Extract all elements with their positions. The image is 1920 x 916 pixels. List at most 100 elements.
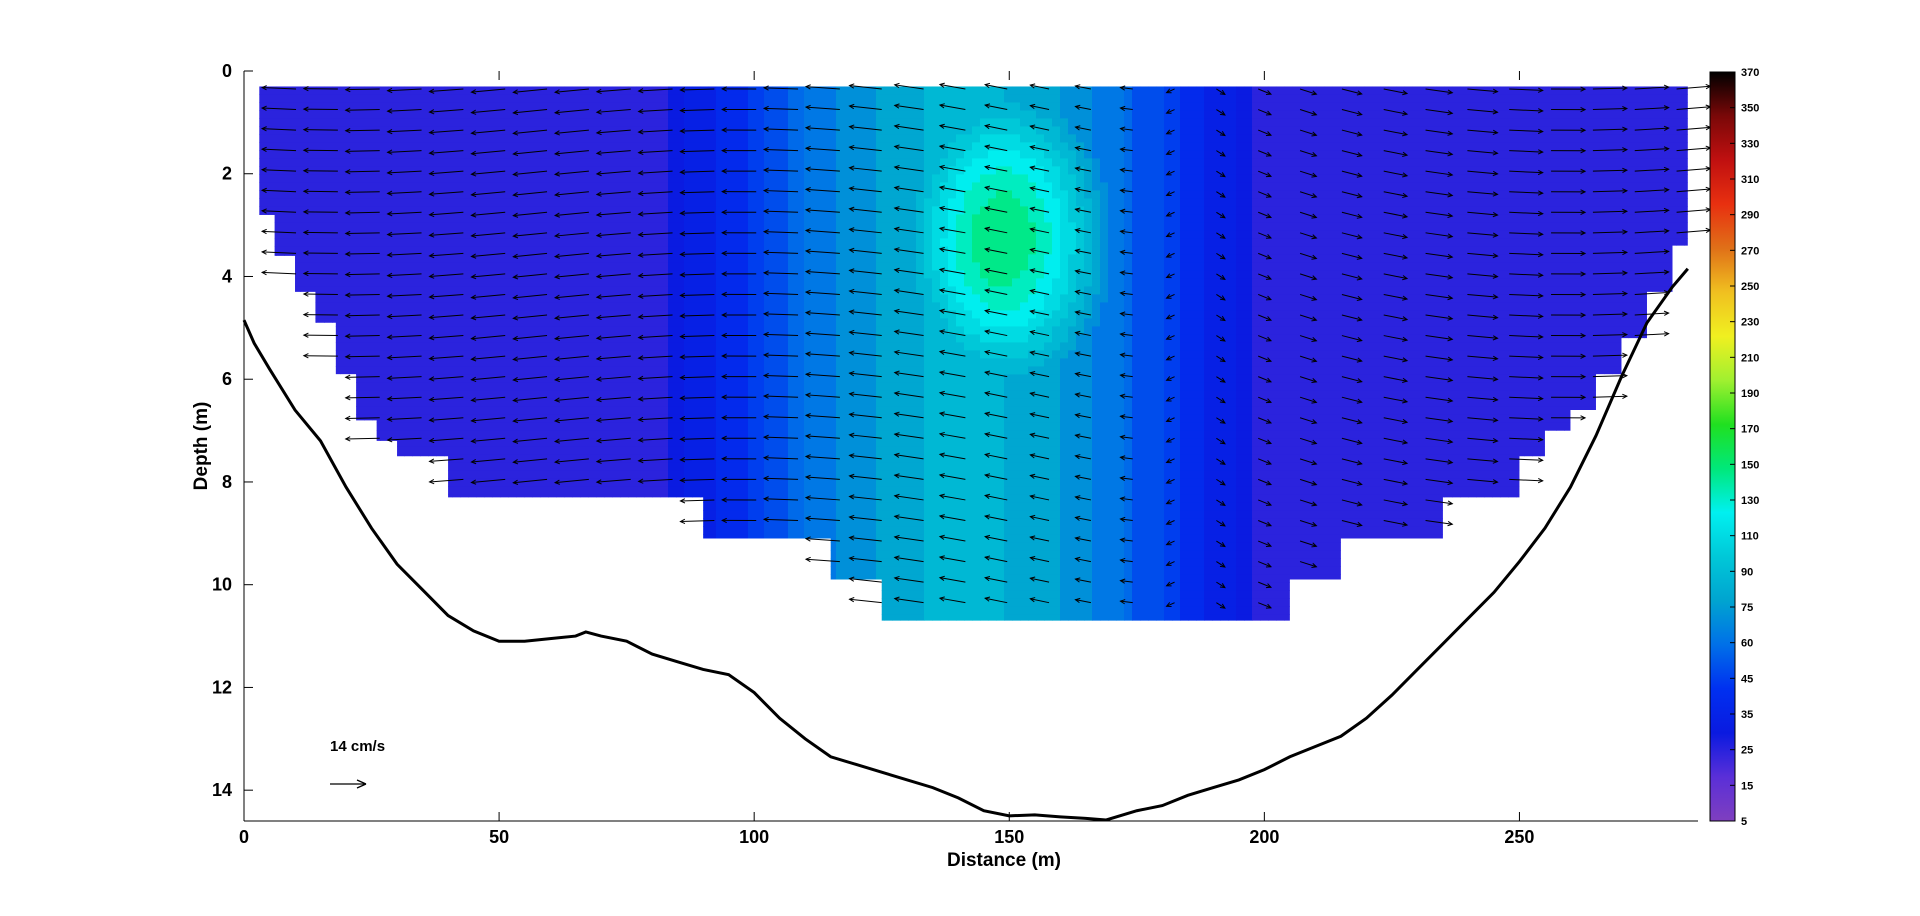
field-cell [532, 454, 541, 463]
field-cell [468, 150, 477, 159]
field-cell [444, 462, 453, 471]
field-cell [596, 286, 605, 295]
field-cell [804, 486, 813, 495]
field-cell [548, 414, 557, 423]
field-cell [548, 518, 557, 527]
field-cell [308, 614, 317, 621]
field-cell [340, 302, 349, 311]
field-cell [476, 366, 485, 375]
field-cell [428, 430, 437, 439]
field-cell [628, 230, 637, 239]
field-cell [724, 502, 733, 511]
field-cell [780, 326, 789, 335]
field-cell [780, 502, 789, 511]
field-cell [628, 446, 637, 455]
field-cell [396, 326, 405, 335]
field-cell [292, 118, 301, 127]
field-cell [460, 174, 469, 183]
field-cell [500, 142, 509, 151]
field-cell [508, 358, 517, 367]
field-cell [620, 622, 629, 631]
field-cell [500, 414, 509, 423]
field-cell [548, 494, 557, 503]
field-cell [700, 182, 709, 191]
field-cell [556, 166, 565, 175]
field-cell [300, 614, 309, 621]
field-cell [804, 566, 813, 575]
field-cell [660, 390, 669, 399]
field-cell [404, 350, 413, 359]
field-cell [300, 358, 309, 367]
field-cell [412, 534, 421, 543]
field-cell [588, 134, 597, 143]
field-cell [428, 318, 437, 327]
field-cell [772, 342, 781, 351]
field-cell [284, 622, 293, 631]
field-cell [524, 574, 533, 583]
field-cell [532, 582, 541, 591]
field-cell [596, 310, 605, 319]
field-cell [460, 598, 469, 607]
field-cell [300, 86, 309, 95]
field-cell [604, 126, 613, 135]
field-cell [452, 358, 461, 367]
field-cell [404, 454, 413, 463]
field-cell [356, 174, 365, 183]
field-cell [652, 238, 661, 247]
field-cell [380, 334, 389, 343]
field-cell [244, 174, 253, 183]
field-cell [812, 222, 821, 231]
field-cell [276, 326, 285, 335]
field-cell [300, 102, 309, 111]
field-cell [676, 86, 685, 95]
field-cell [444, 518, 453, 527]
field-cell [252, 214, 261, 223]
field-cell [820, 302, 829, 311]
field-cell [300, 238, 309, 247]
field-cell [292, 174, 301, 183]
field-cell [316, 390, 325, 399]
field-cell [740, 606, 749, 615]
field-cell [660, 502, 669, 511]
field-cell [372, 254, 381, 263]
field-cell [380, 494, 389, 503]
field-cell [788, 598, 797, 607]
field-cell [484, 134, 493, 143]
field-cell [684, 542, 693, 551]
field-cell [588, 126, 597, 135]
field-cell [676, 174, 685, 183]
field-cell [292, 534, 301, 543]
field-cell [780, 382, 789, 391]
field-cell [804, 150, 813, 159]
field-cell [516, 486, 525, 495]
field-cell [324, 174, 333, 183]
field-cell [476, 206, 485, 215]
field-cell [684, 510, 693, 519]
field-cell [532, 238, 541, 247]
field-cell [660, 150, 669, 159]
field-cell [524, 134, 533, 143]
field-cell [348, 222, 357, 231]
field-cell [524, 158, 533, 167]
field-cell [284, 598, 293, 607]
field-cell [460, 182, 469, 191]
field-cell [772, 518, 781, 527]
field-cell [500, 118, 509, 127]
field-cell [244, 222, 253, 231]
field-cell [700, 622, 709, 631]
field-cell [260, 238, 269, 247]
field-cell [444, 262, 453, 271]
field-cell [788, 182, 797, 191]
field-cell [748, 566, 757, 575]
field-cell [316, 262, 325, 271]
field-cell [708, 174, 717, 183]
field-cell [476, 358, 485, 367]
field-cell [340, 582, 349, 591]
field-cell [796, 270, 805, 279]
field-cell [588, 358, 597, 367]
field-cell [508, 502, 517, 511]
field-cell [636, 478, 645, 487]
field-cell [676, 606, 685, 615]
field-cell [476, 574, 485, 583]
field-cell [324, 374, 333, 383]
